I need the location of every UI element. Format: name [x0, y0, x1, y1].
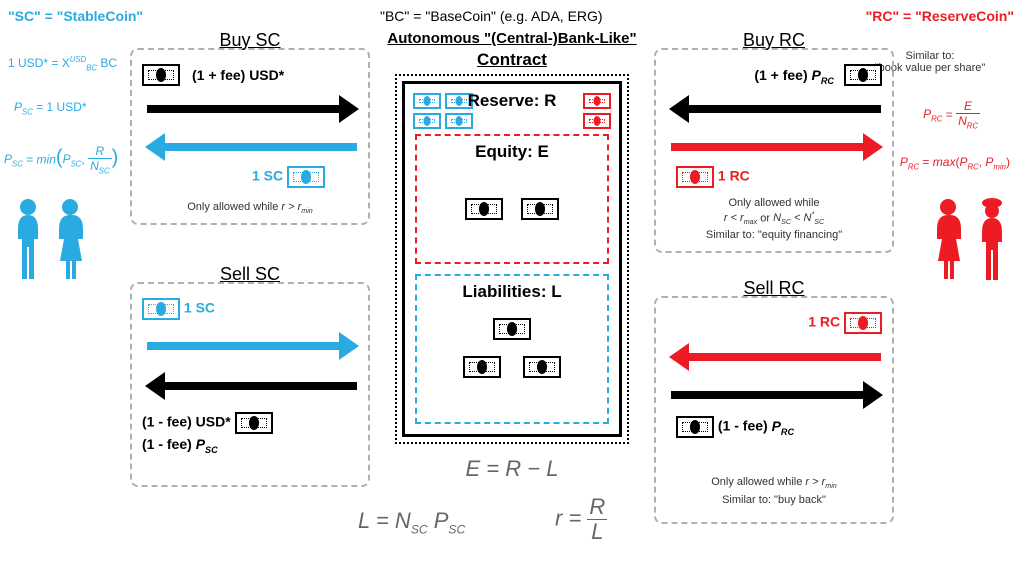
- formula-usd-bc: 1 USD* = XUSDBC BC: [8, 55, 117, 72]
- money-icon: [844, 64, 882, 86]
- money-icon: [463, 356, 501, 378]
- money-icon: [583, 93, 611, 109]
- buy-sc-panel: Buy SC (1 + fee) USD* 1 SC Only allowed …: [130, 48, 370, 225]
- formula-psc-min: PSC = min(PSC, RNSC): [4, 145, 118, 175]
- money-icon: [521, 198, 559, 220]
- buy-sc-get: 1 SC: [252, 166, 325, 188]
- sell-rc-panel: Sell RC 1 RC (1 - fee) PRC Only allowed …: [654, 296, 894, 524]
- arrow-sell-rc-get: [671, 388, 871, 402]
- sell-sc-title: Sell SC: [132, 264, 368, 285]
- legend-bc: "BC" = "BaseCoin" (e.g. ADA, ERG): [380, 8, 603, 24]
- formula-L: L = NSC PSC: [358, 508, 465, 536]
- legend-sc: "SC" = "StableCoin": [8, 8, 143, 24]
- contract-equity-box: Equity: E: [415, 134, 609, 264]
- formula-prc-max: PRC = max(PRC, Pmin): [900, 155, 1010, 171]
- money-icon: [844, 312, 882, 334]
- money-icon: [676, 416, 714, 438]
- money-icon: [583, 113, 611, 129]
- arrow-sell-sc-get: [157, 379, 357, 393]
- contract-liab-label: Liabilities: L: [417, 282, 607, 302]
- formula-prc-frac: PRC = ENRC: [923, 100, 980, 130]
- money-icon: [235, 412, 273, 434]
- contract-liab-box: Liabilities: L: [415, 274, 609, 424]
- contract-equity-label: Equity: E: [417, 142, 607, 162]
- arrow-buy-sc-give: [147, 102, 347, 116]
- arrow-sell-sc-give: [147, 339, 347, 353]
- contract-inner: Reserve: R Equity: E Liabilities: L: [402, 81, 622, 437]
- sell-rc-get: (1 - fee) PRC: [676, 416, 794, 438]
- buy-sc-title: Buy SC: [132, 30, 368, 51]
- sell-sc-panel: Sell SC 1 SC (1 - fee) USD* (1 - fee) PS…: [130, 282, 370, 487]
- legend-rc: "RC" = "ReserveCoin": [866, 8, 1014, 24]
- money-icon: [676, 166, 714, 188]
- contract-title-2: Contract: [370, 50, 654, 70]
- formula-r: r = RL: [555, 496, 607, 543]
- arrow-buy-rc-get: [671, 140, 871, 154]
- money-icon: [142, 64, 180, 86]
- sell-rc-give: 1 RC: [808, 312, 882, 334]
- sell-sc-give: 1 SC: [142, 298, 215, 320]
- sell-sc-get1: (1 - fee) USD*: [142, 412, 273, 434]
- buy-sc-cond: Only allowed while r > rmin: [132, 201, 368, 215]
- sell-rc-cond: Only allowed while r > rmin Similar to: …: [656, 474, 892, 510]
- people-red: [926, 195, 1016, 287]
- money-icon: [465, 198, 503, 220]
- sell-sc-get2: (1 - fee) PSC: [142, 436, 218, 455]
- formula-psc1: PSC = 1 USD*: [14, 100, 87, 116]
- money-icon: [142, 298, 180, 320]
- money-icon: [445, 113, 473, 129]
- arrow-buy-rc-give: [681, 102, 881, 116]
- buy-sc-give: (1 + fee) USD*: [192, 67, 284, 83]
- formula-E: E = R − L: [395, 456, 629, 482]
- arrow-sell-rc-give: [681, 350, 881, 364]
- buy-rc-cond: Only allowed while r < rmax or NSC < N*S…: [656, 196, 892, 243]
- money-icon: [523, 356, 561, 378]
- money-icon: [493, 318, 531, 340]
- buy-rc-title: Buy RC: [656, 30, 892, 51]
- sell-rc-title: Sell RC: [656, 278, 892, 299]
- buy-rc-get: 1 RC: [676, 166, 750, 188]
- arrow-buy-sc-get: [157, 140, 357, 154]
- people-blue: [8, 195, 96, 285]
- contract-title-1: Autonomous "(Central-)Bank-Like": [370, 30, 654, 47]
- money-icon: [287, 166, 325, 188]
- buy-rc-panel: Buy RC (1 + fee) PRC 1 RC Only allowed w…: [654, 48, 894, 253]
- money-icon: [413, 113, 441, 129]
- buy-rc-give: (1 + fee) PRC: [754, 67, 834, 86]
